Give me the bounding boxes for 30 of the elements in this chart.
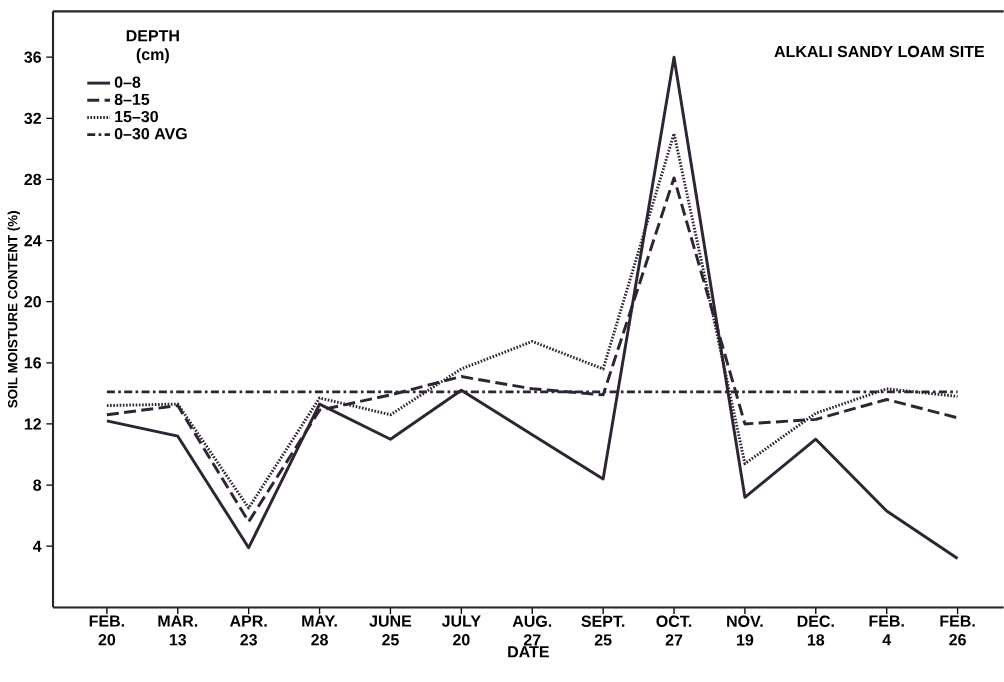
x-tick-label: SEPT. 25: [581, 615, 625, 646]
x-tick-label: FEB. 20: [89, 615, 125, 646]
y-tick-label: 36: [24, 51, 42, 63]
legend-label: 8–15: [114, 93, 150, 106]
x-tick-label: FEB. 26: [940, 615, 975, 646]
x-tick-label: OCT. 27: [656, 615, 692, 646]
y-tick-label: 20: [24, 296, 41, 308]
x-tick-label: JULY 20: [441, 615, 481, 646]
y-tick-label: 8: [33, 479, 42, 491]
text: ALKALI SANDY LOAM SITE: [774, 45, 985, 58]
x-tick-label: DEC. 18: [797, 615, 834, 646]
x-axis-title: DATE: [508, 646, 549, 658]
x-tick-label: APR. 23: [229, 615, 267, 646]
y-tick-label: 16: [24, 357, 42, 369]
legend-label: 0–30 AVG: [114, 128, 187, 140]
y-tick-label: 4: [32, 540, 42, 552]
y-tick-label: 28: [24, 173, 42, 186]
x-tick-label: FEB. 4: [869, 615, 904, 646]
x-tick-label: MAR. 13: [158, 615, 198, 646]
x-tick-label: NOV. 19: [727, 615, 763, 646]
x-tick-label: MAY. 28: [302, 615, 337, 646]
x-tick-label: JUNE 25: [369, 615, 412, 646]
y-axis-title: SOIL MOISTURE CONTENT (%): [7, 211, 21, 408]
legend-label: 15–30: [115, 110, 158, 123]
legend-label: 0–8: [114, 76, 141, 88]
y-tick-label: 24: [24, 234, 42, 247]
x-tick-label: AUG. 27: [512, 615, 552, 646]
y-tick-label: 32: [24, 112, 41, 124]
y-tick-label: 12: [24, 418, 41, 430]
legend-title: DEPTH (cm): [126, 30, 179, 64]
